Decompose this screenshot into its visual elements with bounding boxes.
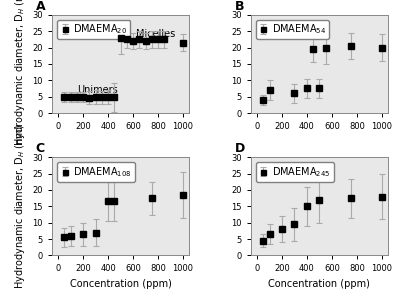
Text: Unimers: Unimers	[77, 85, 118, 95]
Legend: DMAEMA$_{54}$: DMAEMA$_{54}$	[256, 20, 330, 39]
X-axis label: Concentration (ppm): Concentration (ppm)	[268, 279, 370, 289]
Legend: DMAEMA$_{245}$: DMAEMA$_{245}$	[256, 162, 334, 182]
Legend: DMAEMA$_{108}$: DMAEMA$_{108}$	[57, 162, 135, 182]
Y-axis label: Hydrodynamic diameter, D$_H$ (nm): Hydrodynamic diameter, D$_H$ (nm)	[13, 0, 27, 146]
Text: B: B	[234, 0, 244, 13]
Legend: DMAEMA$_{20}$: DMAEMA$_{20}$	[57, 20, 130, 39]
Text: Micelles: Micelles	[136, 29, 175, 40]
Y-axis label: Hydrodynamic diameter, D$_H$ (nm): Hydrodynamic diameter, D$_H$ (nm)	[13, 124, 27, 289]
Text: A: A	[36, 0, 45, 13]
Text: D: D	[234, 142, 245, 155]
X-axis label: Concentration (ppm): Concentration (ppm)	[70, 279, 172, 289]
Text: C: C	[36, 142, 45, 155]
